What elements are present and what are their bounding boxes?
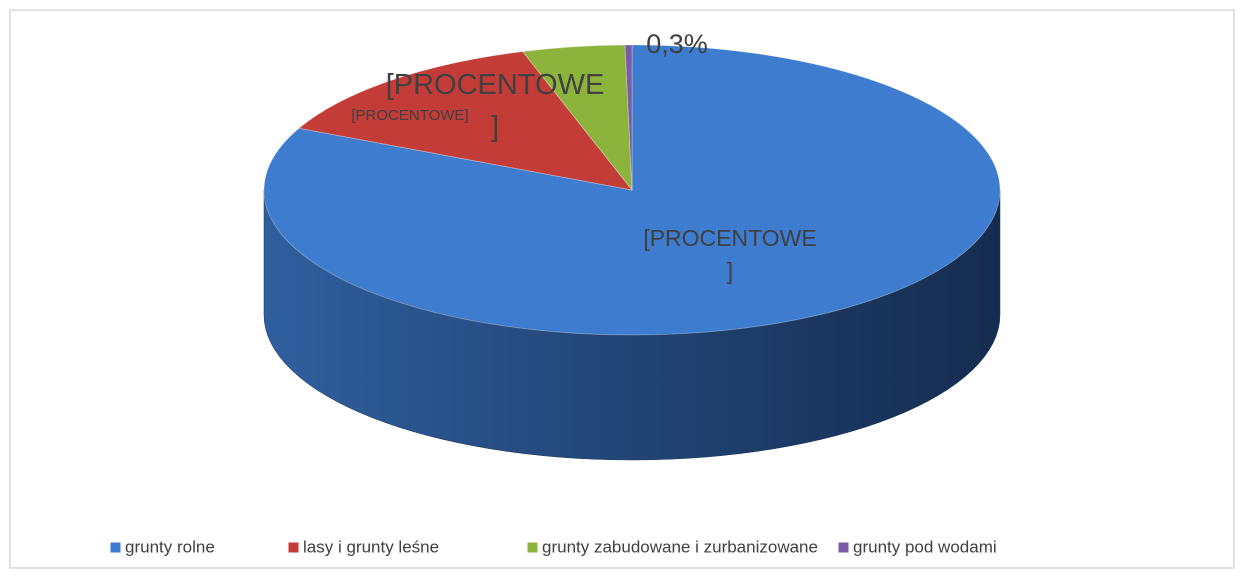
legend-swatch xyxy=(109,541,122,554)
legend-label: grunty zabudowane i zurbanizowane xyxy=(542,537,818,556)
slice xyxy=(263,44,1001,336)
legend-swatch xyxy=(526,541,539,554)
legend-swatch xyxy=(837,541,850,554)
data-label: [PROCENTOWE ] xyxy=(643,225,817,285)
legend-label: grunty pod wodami xyxy=(853,537,997,556)
data-label: [PROCENTOWE] xyxy=(351,107,469,124)
legend-label: grunty rolne xyxy=(125,537,215,556)
data-label: [PROCENTOWE ] xyxy=(385,69,605,144)
slice xyxy=(521,44,633,192)
slice xyxy=(298,51,633,191)
legend-label: lasy i grunty leśne xyxy=(303,537,439,556)
slice xyxy=(624,44,633,191)
legend-swatch xyxy=(287,541,300,554)
data-label: 0,3% xyxy=(646,29,708,59)
